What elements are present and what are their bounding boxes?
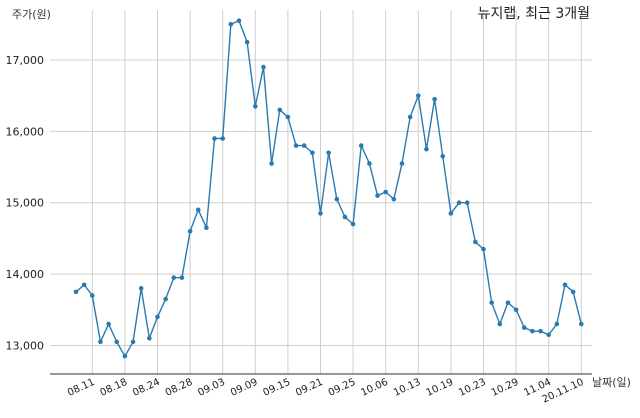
price-point <box>538 328 543 334</box>
x-tick-label: 10.29 <box>490 377 521 399</box>
price-point <box>122 353 128 359</box>
price-point <box>464 200 470 206</box>
x-tick-label: 08.24 <box>131 377 162 399</box>
price-point <box>530 328 535 334</box>
x-tick-label: 10.06 <box>359 377 390 399</box>
price-series-line <box>75 20 582 357</box>
y-tick-label: 17,000 <box>6 54 45 67</box>
price-point <box>367 161 372 166</box>
price-point <box>310 150 315 156</box>
price-point <box>424 146 429 152</box>
price-point <box>505 300 511 305</box>
price-point <box>73 289 79 295</box>
price-point <box>147 336 152 341</box>
price-point <box>407 114 413 120</box>
price-point <box>456 200 462 206</box>
price-point <box>253 104 258 109</box>
x-tick-label: 08.28 <box>164 377 195 399</box>
price-point <box>399 161 405 166</box>
y-tick-label: 14,000 <box>6 268 45 281</box>
x-tick-label: 09.25 <box>327 377 358 399</box>
price-point <box>163 296 168 302</box>
price-point <box>138 286 144 291</box>
price-point <box>114 339 120 345</box>
y-tick-label: 13,000 <box>6 339 45 352</box>
price-point <box>448 211 454 216</box>
y-tick-label: 15,000 <box>6 197 45 210</box>
price-point <box>293 143 299 148</box>
price-point <box>318 211 323 216</box>
price-point <box>375 193 380 198</box>
price-point <box>90 293 95 298</box>
x-tick-label: 08.11 <box>66 377 97 399</box>
price-point <box>358 143 364 148</box>
chart-title: 뉴지랩, 최근 3개월 <box>478 6 590 22</box>
price-point <box>244 39 250 45</box>
price-point <box>350 221 356 227</box>
price-point <box>481 246 486 252</box>
price-point <box>301 143 307 148</box>
price-point <box>81 282 87 288</box>
price-point <box>187 228 193 234</box>
axes: 13,000 14,000 15,000 16,000 17,000 08.11 08.18… <box>6 54 592 406</box>
x-axis-label: 날짜(일) <box>592 375 631 389</box>
price-point <box>98 339 103 345</box>
y-tick-label: 16,000 <box>6 125 45 138</box>
price-point <box>155 314 160 320</box>
price-point <box>440 154 446 159</box>
data-points <box>73 18 584 359</box>
x-tick-label: 09.15 <box>262 377 293 399</box>
price-point <box>228 21 234 27</box>
price-point <box>513 307 519 313</box>
price-point <box>269 161 274 166</box>
price-point <box>212 136 217 141</box>
grid <box>50 10 592 374</box>
price-point <box>489 300 494 305</box>
price-point <box>220 136 225 141</box>
price-point <box>277 107 283 113</box>
price-point <box>497 321 503 327</box>
price-point <box>554 321 560 327</box>
price-point <box>236 18 242 24</box>
price-point <box>391 196 397 202</box>
x-tick-label: 10.23 <box>457 377 488 399</box>
x-tick-label: 08.18 <box>99 377 130 399</box>
labels: 뉴지랩, 최근 3개월 주가(원) 날짜(일) <box>12 6 631 389</box>
price-point <box>342 214 348 220</box>
price-point <box>171 275 177 280</box>
x-tick-label: 09.09 <box>229 377 260 399</box>
price-point <box>546 332 551 338</box>
price-point <box>106 321 111 327</box>
price-point <box>521 325 527 330</box>
price-point <box>285 114 291 120</box>
price-point <box>383 189 389 195</box>
price-point <box>562 282 568 288</box>
x-tick-label: 10.19 <box>425 377 456 399</box>
price-point <box>326 150 331 156</box>
price-point <box>204 225 209 230</box>
price-point <box>579 321 584 327</box>
price-point <box>195 207 201 213</box>
price-point <box>261 64 266 70</box>
series-line-layer <box>75 20 582 357</box>
y-axis-label: 주가(원) <box>12 8 51 21</box>
price-point <box>432 96 437 102</box>
price-point <box>179 275 185 280</box>
price-point <box>570 289 576 295</box>
price-point <box>334 196 340 202</box>
x-tick-label: 10.13 <box>392 377 423 399</box>
x-tick-label: 09.03 <box>196 377 227 399</box>
price-point <box>473 239 478 245</box>
price-point <box>130 339 136 345</box>
price-point <box>416 93 421 98</box>
x-tick-label: 09.21 <box>294 377 325 399</box>
